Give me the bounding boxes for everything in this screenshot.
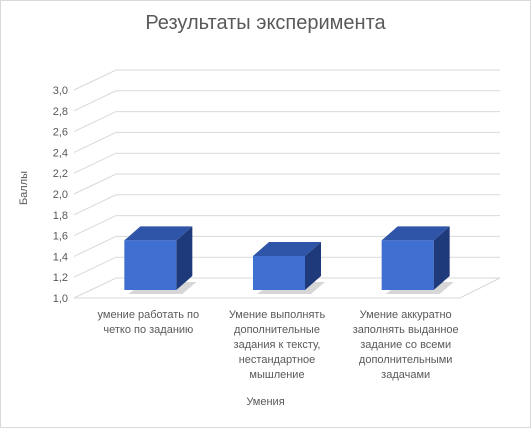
x-tick-label-line: мышление: [249, 369, 304, 381]
bar-top: [124, 226, 193, 241]
y-tick-label: 1,6: [53, 231, 68, 243]
gridline: [73, 256, 500, 278]
x-tick-label-line: задачами: [381, 369, 430, 381]
y-tick-label: 1,0: [53, 293, 68, 305]
x-tick-label-line: задание со всеми: [360, 339, 451, 351]
y-tick-label: 2,4: [53, 147, 68, 159]
x-axis-title: Умения: [246, 396, 285, 408]
gridline: [73, 90, 500, 112]
gridline: [73, 152, 500, 174]
gridline: [73, 173, 500, 195]
y-tick-label: 3,0: [53, 85, 68, 97]
bar: [124, 240, 177, 290]
bar-top: [253, 242, 321, 256]
x-tick-label-line: заполнять выданное: [353, 324, 459, 336]
x-tick-label: Умение аккуратно заполнять выданное задани…: [353, 309, 459, 381]
x-tick-label-line: четко по заданию: [103, 324, 193, 336]
y-tick-label: 2,8: [53, 106, 68, 118]
x-tick-label-line: дополнительными: [359, 354, 453, 366]
chart-title: Результаты эксперимента: [145, 12, 386, 34]
x-tick-label: Умение выполнять дополнительные задания к …: [229, 309, 326, 381]
x-tick-label-line: нестандартное: [239, 354, 316, 366]
floor-edge: [74, 277, 501, 299]
bar-side: [176, 226, 193, 290]
gridline: [73, 235, 500, 257]
bar-side: [305, 242, 321, 290]
gridline: [73, 215, 500, 237]
x-tick-label-line: Умение аккуратно: [360, 309, 452, 321]
x-tick-label-line: задания к тексту,: [234, 339, 321, 351]
x-tick-label-line: умение работать по: [98, 309, 200, 321]
bar-top: [381, 226, 450, 241]
gridline: [73, 277, 500, 299]
x-tick-label: умение работать по четко по заданию: [98, 309, 200, 336]
y-tick-label: 2,2: [53, 168, 68, 180]
gridline: [73, 194, 500, 216]
x-tick-label-line: Умение выполнять: [229, 309, 326, 321]
bar: [253, 256, 305, 290]
bar: [381, 240, 434, 290]
gridline: [73, 69, 500, 91]
gridline: [73, 131, 500, 153]
y-tick-label: 1,8: [53, 210, 68, 222]
y-tick-label: 2,0: [53, 189, 68, 201]
y-tick-label: 1,4: [53, 251, 68, 263]
bar-side: [433, 226, 450, 290]
x-tick-label-line: дополнительные: [234, 324, 320, 336]
y-tick-label: 1,2: [53, 272, 68, 284]
gridline: [73, 111, 500, 133]
y-tick-label: 2,6: [53, 127, 68, 139]
